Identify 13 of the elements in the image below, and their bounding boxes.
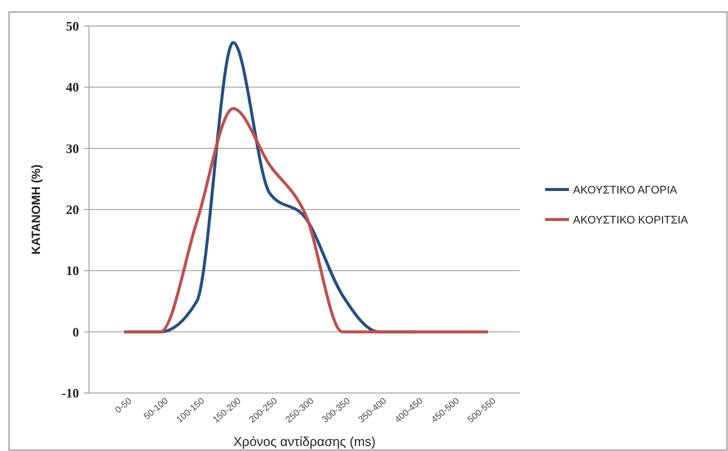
line-series: [122, 107, 490, 334]
y-tick-label: 0: [72, 324, 79, 340]
x-tick-label: 0-50: [113, 396, 134, 415]
y-tick-label: 50: [66, 18, 79, 34]
y-tick-label: 10: [66, 263, 79, 278]
legend-label: ΑΚΟΥΣΤΙΚΟ ΑΓΟΡΙΑ: [573, 184, 678, 196]
y-tick-label: 40: [66, 80, 79, 95]
y-tick-label: -10: [62, 386, 79, 401]
x-axis-title: Χρόνος αντίδρασης (ms): [233, 434, 376, 449]
legend-label: ΑΚΟΥΣΤΙΚΟ ΚΟΡΙΤΣΙΑ: [573, 214, 689, 226]
y-tick-label: 20: [66, 202, 79, 218]
y-tick-label: 30: [66, 140, 79, 156]
y-axis-title: ΚΑΤΑΝΟΜΗ (%): [29, 164, 43, 255]
